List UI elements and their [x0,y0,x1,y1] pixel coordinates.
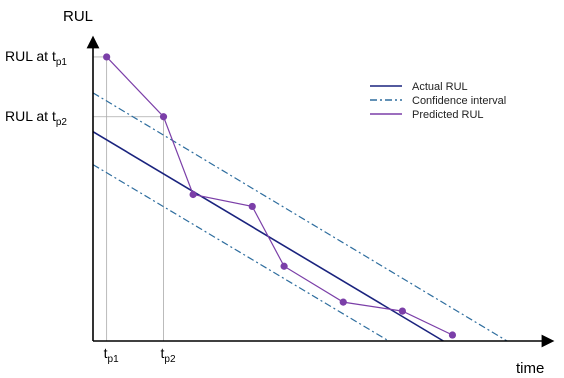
x-axis-title: time [516,360,544,377]
legend-label: Predicted RUL [412,109,484,121]
tick-label: tp1 [104,345,119,365]
predicted-point [339,298,347,306]
y-axis-title: RUL [63,8,93,25]
predicted-point [103,53,111,61]
legend-label: Confidence interval [412,95,506,107]
predicted-point [398,307,406,315]
predicted-point [159,113,168,121]
series-line [106,56,453,336]
predicted-point [448,331,457,339]
tick-label: tp2 [161,345,176,365]
legend-label: Actual RUL [412,81,468,93]
predicted-point [248,202,256,211]
series-line [92,92,508,342]
tick-label: RUL at tp1 [5,48,67,68]
predicted-point [280,262,288,270]
series-line [92,164,390,342]
tick-label: RUL at tp2 [5,108,67,128]
predicted-point [189,190,197,199]
